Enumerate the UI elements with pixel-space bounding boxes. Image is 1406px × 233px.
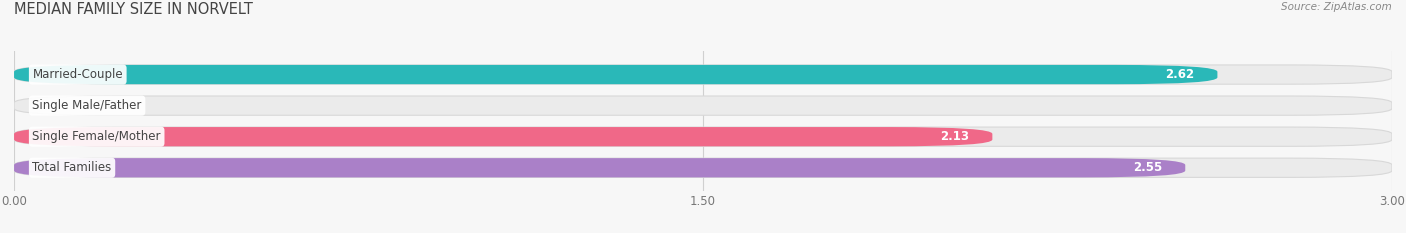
- Text: Total Families: Total Families: [32, 161, 111, 174]
- FancyBboxPatch shape: [14, 96, 1392, 115]
- Text: 2.13: 2.13: [941, 130, 969, 143]
- Text: MEDIAN FAMILY SIZE IN NORVELT: MEDIAN FAMILY SIZE IN NORVELT: [14, 2, 253, 17]
- Text: Single Female/Mother: Single Female/Mother: [32, 130, 160, 143]
- Text: Source: ZipAtlas.com: Source: ZipAtlas.com: [1281, 2, 1392, 12]
- Text: Married-Couple: Married-Couple: [32, 68, 124, 81]
- FancyBboxPatch shape: [14, 158, 1185, 177]
- FancyBboxPatch shape: [14, 127, 993, 146]
- FancyBboxPatch shape: [14, 127, 1392, 146]
- FancyBboxPatch shape: [14, 158, 1392, 177]
- Text: 2.62: 2.62: [1166, 68, 1195, 81]
- FancyBboxPatch shape: [14, 65, 1218, 84]
- FancyBboxPatch shape: [14, 65, 1392, 84]
- Text: Single Male/Father: Single Male/Father: [32, 99, 142, 112]
- Text: 2.55: 2.55: [1133, 161, 1163, 174]
- Text: 0.00: 0.00: [97, 99, 122, 112]
